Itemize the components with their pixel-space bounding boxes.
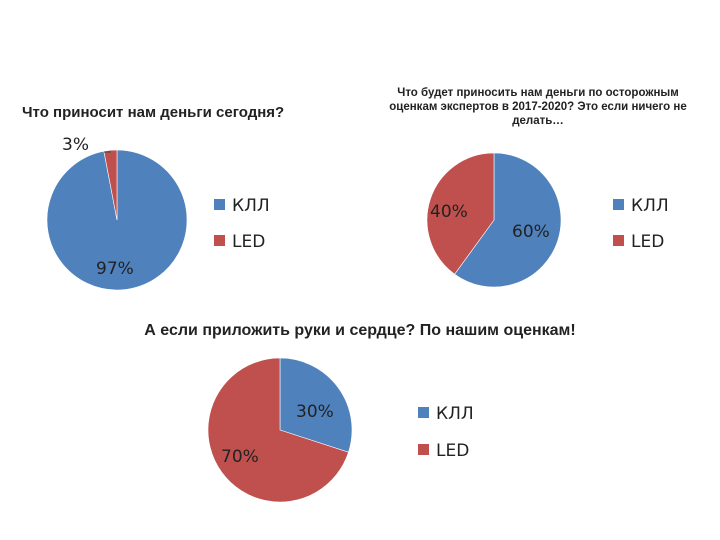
chart3-legend-label-kll: КЛЛ [436,404,474,424]
chart1-title: Что приносит нам деньги сегодня? [22,104,285,121]
chart1-legend-label-led: LED [232,232,265,252]
chart1-data-label-led: 3% [62,135,89,155]
chart2-title: Что будет приносить нам деньги по осторо… [389,87,687,127]
chart3-legend-swatch-kll [418,407,429,418]
chart2-data-label-led: 40% [430,202,468,222]
chart2-legend-label-kll: КЛЛ [631,196,669,216]
chart3-data-label-led: 70% [221,447,259,467]
chart3-legend-swatch-led [418,444,429,455]
chart3-title: А если приложить руки и сердце? По нашим… [144,322,576,339]
chart2-slice-led [426,152,495,275]
chart2-legend-label-led: LED [631,232,664,252]
chart1-data-label-kll: 97% [96,259,134,279]
chart2-legend-swatch-kll [613,199,624,210]
chart2-slice-kll [454,152,562,288]
chart3-slice-kll [279,357,353,453]
chart2-legend-swatch-led [613,235,624,246]
chart2-data-label-kll: 60% [512,222,550,242]
chart1-legend-swatch-kll [214,199,225,210]
chart1-slice-led [103,149,118,221]
chart1-legend-swatch-led [214,235,225,246]
chart1-legend-label-kll: КЛЛ [232,196,270,216]
chart3-legend-label-led: LED [436,441,469,461]
chart3-slice-led [207,357,349,503]
chart3-data-label-kll: 30% [296,402,334,422]
